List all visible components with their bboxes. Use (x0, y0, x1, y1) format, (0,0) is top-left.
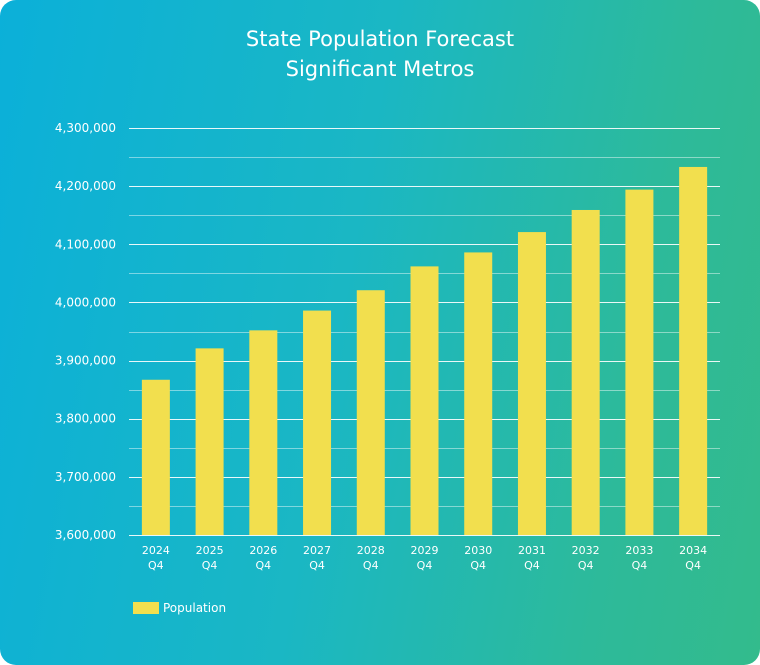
x-tick-label: 2026 Q4 (249, 544, 277, 572)
bar (571, 209, 600, 535)
x-tick-label: 2033 Q4 (625, 544, 653, 572)
y-axis-ticks: 3,600,000 3,700,000 3,800,000 3,900,000 4,00… (55, 121, 116, 542)
x-tick-label: 2028 Q4 (357, 544, 385, 572)
x-tick-label: 2032 Q4 (572, 544, 600, 572)
x-tick-label: 2034 Q4 (679, 544, 707, 572)
x-tick-label: 2030 Q4 (464, 544, 492, 572)
bar (356, 290, 385, 535)
bar (625, 189, 654, 536)
bar (195, 348, 224, 535)
chart-subtitle: Significant Metros (285, 57, 475, 81)
bar (141, 379, 170, 535)
y-tick-label: 3,900,000 (55, 354, 116, 368)
bar (410, 266, 439, 535)
chart-title: State Population Forecast (245, 27, 515, 51)
y-tick-label: 3,800,000 (55, 412, 116, 426)
bar (464, 252, 493, 535)
bar (249, 330, 278, 535)
x-tick-label: 2024 Q4 (142, 544, 170, 572)
y-tick-label: 4,200,000 (55, 179, 116, 193)
x-axis-ticks: 2024 Q4 2025 Q4 2026 Q4 2027 Q4 2028 Q4 2029 Q4 2030… (142, 544, 707, 572)
bar (303, 310, 332, 535)
x-tick-label: 2027 Q4 (303, 544, 331, 572)
legend: Population (133, 601, 226, 615)
x-tick-label: 2029 Q4 (411, 544, 439, 572)
y-tick-label: 3,700,000 (55, 470, 116, 484)
x-tick-label: 2031 Q4 (518, 544, 546, 572)
y-tick-label: 3,600,000 (55, 528, 116, 542)
y-tick-label: 4,300,000 (55, 121, 116, 135)
x-tick-label: 2025 Q4 (196, 544, 224, 572)
bar (679, 166, 708, 535)
legend-label: Population (163, 601, 227, 615)
bar (517, 232, 546, 535)
y-tick-label: 4,000,000 (55, 295, 116, 309)
bars (141, 166, 708, 536)
legend-swatch (133, 602, 159, 614)
y-tick-label: 4,100,000 (55, 237, 116, 251)
